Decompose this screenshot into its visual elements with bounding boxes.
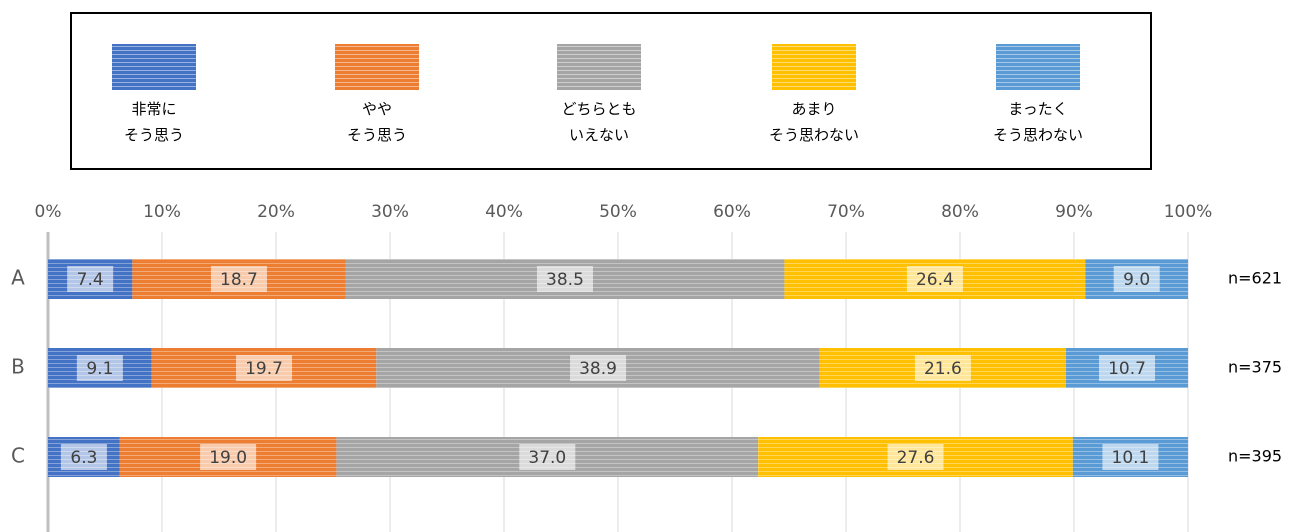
label-bg (1102, 444, 1159, 470)
data-label: 19.7 (245, 359, 283, 379)
label-bg (236, 355, 293, 381)
label-bg (67, 266, 114, 292)
data-label: 9.1 (86, 359, 113, 379)
y-tick-label: C (11, 444, 25, 468)
x-tick-label: 30% (371, 202, 409, 222)
legend-item: まったく そう思わない (938, 14, 1138, 148)
label-bg (210, 266, 267, 292)
legend-swatch (772, 44, 856, 90)
n-label: n=621 (1228, 269, 1282, 288)
x-tick-label: 50% (599, 202, 637, 222)
legend-swatch (996, 44, 1080, 90)
legend-label: やや そう思う (346, 100, 407, 144)
x-tick-label: 0% (35, 202, 62, 222)
data-label: 10.7 (1108, 359, 1146, 379)
legend-swatch (335, 44, 419, 90)
x-tick-label: 40% (485, 202, 523, 222)
x-tick-label: 70% (827, 202, 865, 222)
x-tick-label: 10% (143, 202, 181, 222)
legend-swatch (112, 44, 196, 90)
label-bg (519, 444, 576, 470)
data-label: 6.3 (70, 448, 97, 468)
x-tick-label: 20% (257, 202, 295, 222)
x-tick-label: 80% (941, 202, 979, 222)
label-bg (200, 444, 257, 470)
label-bg (536, 266, 593, 292)
label-bg (1099, 355, 1156, 381)
data-label: 10.1 (1112, 448, 1150, 468)
legend-swatch (557, 44, 641, 90)
data-label: 21.6 (924, 359, 962, 379)
label-bg (914, 355, 971, 381)
legend-label: 非常に そう思う (123, 100, 184, 144)
legend-item: どちらとも いえない (499, 14, 699, 148)
n-label: n=395 (1228, 447, 1282, 466)
x-tick-label: 90% (1055, 202, 1093, 222)
x-tick-label: 100% (1164, 202, 1213, 222)
label-bg (887, 444, 944, 470)
data-label: 19.0 (209, 448, 247, 468)
label-bg (570, 355, 627, 381)
legend-item: あまり そう思わない (714, 14, 914, 148)
data-label: 27.6 (897, 448, 935, 468)
data-label: 38.5 (546, 270, 584, 290)
data-label: 18.7 (220, 270, 258, 290)
legend-label: まったく そう思わない (992, 100, 1083, 144)
n-label: n=375 (1228, 358, 1282, 377)
y-tick-label: B (11, 355, 25, 379)
data-label: 38.9 (579, 359, 617, 379)
data-label: 7.4 (77, 270, 104, 290)
data-label: 9.0 (1123, 270, 1150, 290)
label-bg (1113, 266, 1160, 292)
label-bg (76, 355, 123, 381)
legend-label: どちらとも いえない (561, 100, 637, 144)
legend-item: 非常に そう思う (54, 14, 254, 148)
data-label: 37.0 (528, 448, 566, 468)
x-tick-label: 60% (713, 202, 751, 222)
legend: 非常に そう思う やや そう思う どちらとも いえない あまり そう思わない まったく … (70, 12, 1152, 170)
legend-item: やや そう思う (277, 14, 477, 148)
legend-label: あまり そう思わない (768, 100, 859, 144)
data-label: 26.4 (916, 270, 954, 290)
label-bg (60, 444, 107, 470)
y-tick-label: A (11, 266, 25, 290)
label-bg (906, 266, 963, 292)
